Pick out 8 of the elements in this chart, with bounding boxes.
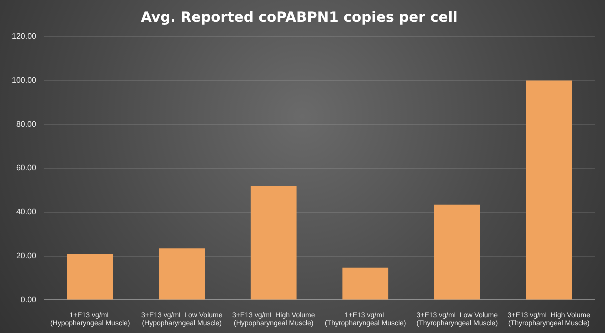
y-tick-label: 0.00 (20, 295, 38, 304)
y-tick-label: 60.00 (16, 164, 38, 173)
y-tick-label: 80.00 (16, 120, 38, 129)
y-tick-label: 40.00 (16, 208, 38, 217)
y-tick-label: 20.00 (16, 252, 38, 261)
y-tick-label: 120.00 (12, 32, 38, 42)
y-tick-label: 100.00 (12, 76, 38, 85)
chart-title: Avg. Reported coPABPN1 copies per cell (141, 10, 458, 26)
